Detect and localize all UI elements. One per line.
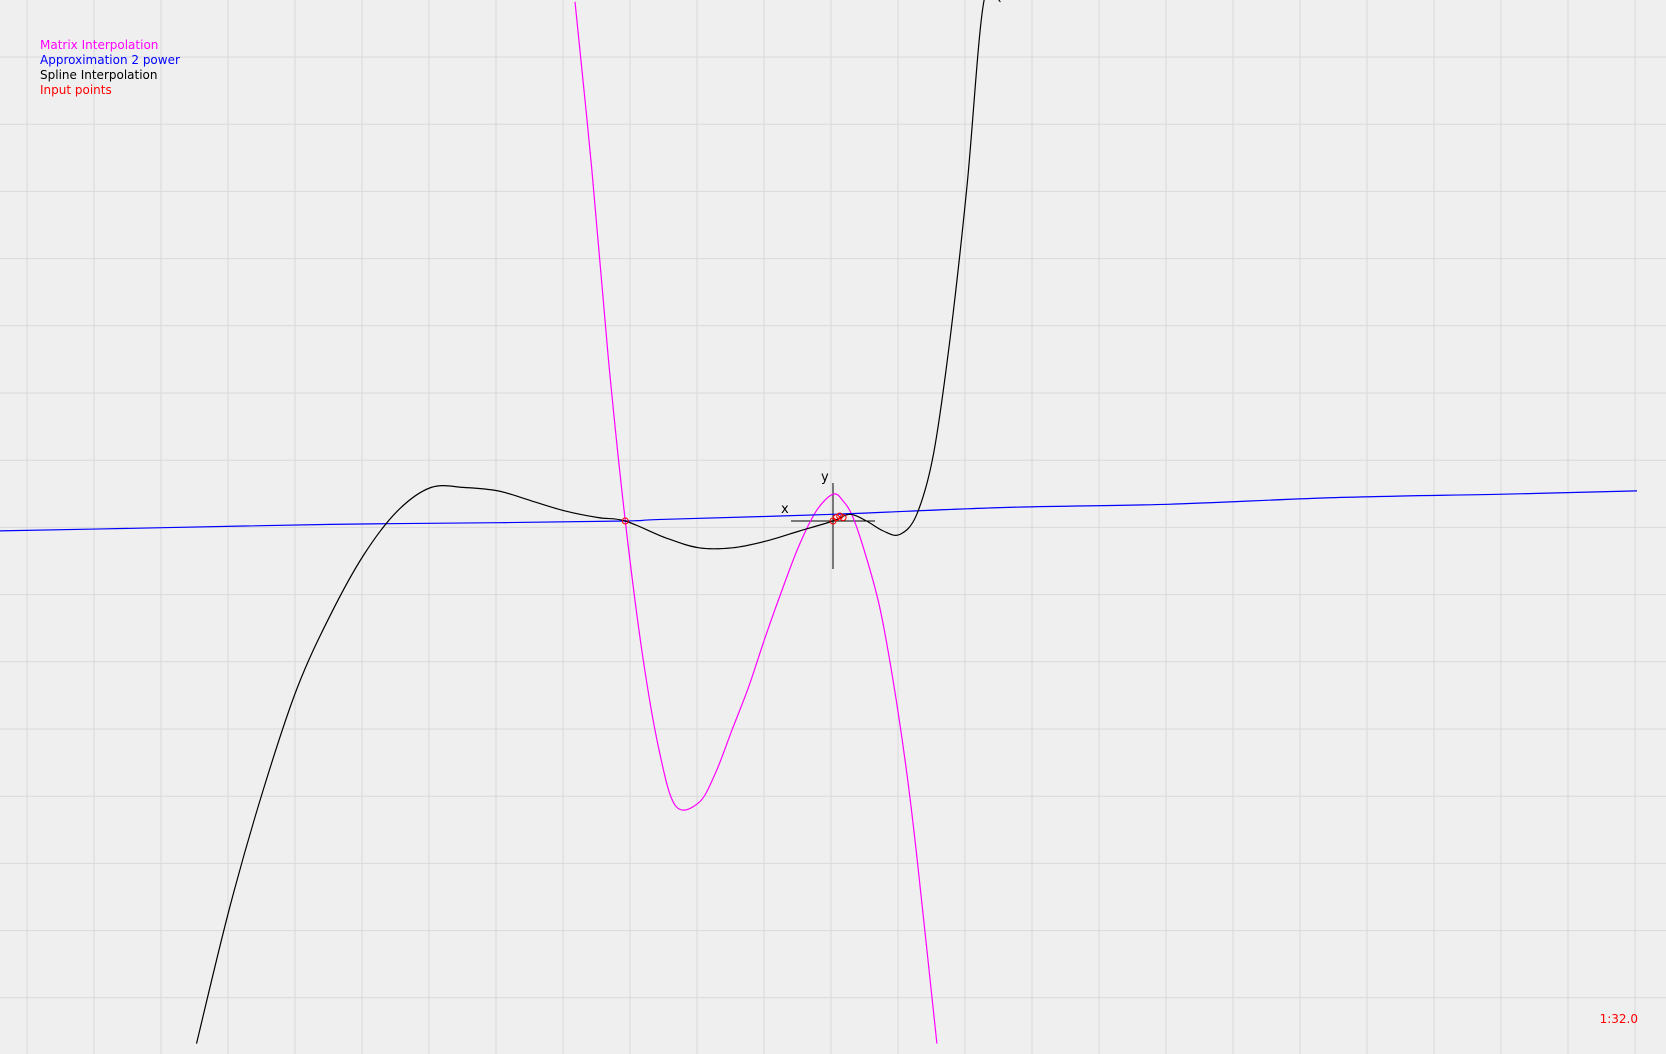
legend-item-input-points: Input points: [40, 83, 112, 97]
input-point: [832, 514, 840, 522]
legend-item-approximation: Approximation 2 power: [40, 53, 180, 67]
legend-item-spline-interpolation: Spline Interpolation: [40, 68, 158, 82]
series-line-matrix-interpolation: [574, 1, 938, 1044]
input-point: [621, 517, 629, 525]
scale-label: 1:32.0: [1599, 1012, 1638, 1026]
input-point: [839, 514, 847, 522]
input-points: [621, 512, 847, 525]
series-lines: [0, 0, 1638, 1044]
y-axis-label: y: [821, 470, 829, 485]
legend: Matrix Interpolation Approximation 2 pow…: [40, 38, 180, 98]
series-line-approximation-2-power: [0, 490, 1638, 532]
legend-item-matrix-interpolation: Matrix Interpolation: [40, 38, 159, 52]
series-line-spline-interpolation: [195, 0, 1002, 1044]
x-axis-label: x: [781, 502, 789, 517]
input-point: [836, 512, 844, 520]
